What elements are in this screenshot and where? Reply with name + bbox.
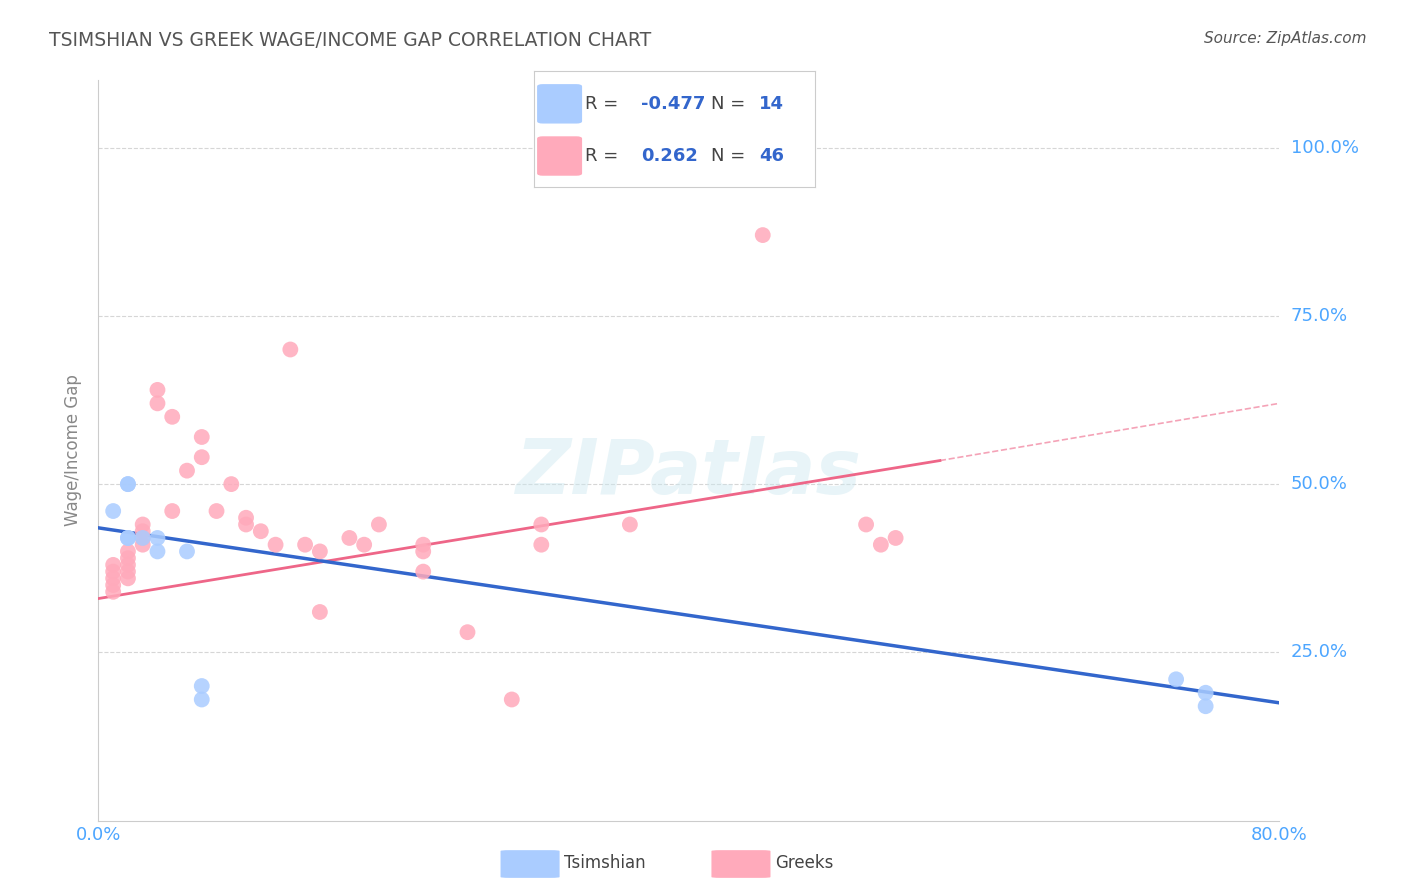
Point bbox=[103, 578, 125, 592]
Point bbox=[191, 450, 214, 465]
Point bbox=[264, 538, 287, 552]
Point bbox=[191, 430, 214, 444]
Text: R =: R = bbox=[585, 95, 624, 112]
Point bbox=[103, 504, 125, 518]
Text: N =: N = bbox=[711, 95, 751, 112]
Point bbox=[146, 544, 169, 558]
Point bbox=[501, 692, 523, 706]
Point bbox=[132, 524, 155, 539]
Point bbox=[1195, 699, 1218, 714]
Point bbox=[162, 409, 183, 424]
Point bbox=[103, 584, 125, 599]
Text: TSIMSHIAN VS GREEK WAGE/INCOME GAP CORRELATION CHART: TSIMSHIAN VS GREEK WAGE/INCOME GAP CORRE… bbox=[49, 31, 651, 50]
Point bbox=[176, 544, 198, 558]
Point bbox=[117, 531, 139, 545]
Point bbox=[530, 538, 553, 552]
Point bbox=[870, 538, 893, 552]
Point bbox=[855, 517, 877, 532]
Point bbox=[280, 343, 302, 357]
FancyBboxPatch shape bbox=[501, 850, 560, 878]
Point bbox=[132, 531, 155, 545]
Point bbox=[412, 565, 434, 579]
Point bbox=[339, 531, 361, 545]
Point bbox=[117, 477, 139, 491]
Text: Source: ZipAtlas.com: Source: ZipAtlas.com bbox=[1204, 31, 1367, 46]
Text: 14: 14 bbox=[759, 95, 785, 112]
Point bbox=[117, 477, 139, 491]
Point bbox=[205, 504, 228, 518]
Y-axis label: Wage/Income Gap: Wage/Income Gap bbox=[65, 375, 83, 526]
Point bbox=[117, 531, 139, 545]
Point bbox=[368, 517, 391, 532]
Point bbox=[412, 544, 434, 558]
Point bbox=[1166, 673, 1188, 687]
Point bbox=[884, 531, 907, 545]
Point bbox=[221, 477, 243, 491]
Text: N =: N = bbox=[711, 147, 751, 165]
FancyBboxPatch shape bbox=[537, 136, 582, 176]
Text: 46: 46 bbox=[759, 147, 785, 165]
Point bbox=[132, 531, 155, 545]
Text: R =: R = bbox=[585, 147, 624, 165]
Point bbox=[1195, 686, 1218, 700]
Point bbox=[353, 538, 375, 552]
Point bbox=[117, 544, 139, 558]
Point bbox=[309, 605, 332, 619]
Text: Greeks: Greeks bbox=[775, 854, 834, 872]
Point bbox=[412, 538, 434, 552]
Point bbox=[146, 531, 169, 545]
Point bbox=[146, 396, 169, 410]
Point bbox=[146, 383, 169, 397]
Point bbox=[132, 538, 155, 552]
Text: 100.0%: 100.0% bbox=[1291, 138, 1358, 157]
Point bbox=[117, 551, 139, 566]
Point bbox=[103, 558, 125, 572]
Point bbox=[309, 544, 332, 558]
Point bbox=[752, 228, 775, 243]
Point bbox=[176, 464, 198, 478]
Point bbox=[250, 524, 273, 539]
Point bbox=[294, 538, 316, 552]
Text: -0.477: -0.477 bbox=[641, 95, 706, 112]
Text: 0.262: 0.262 bbox=[641, 147, 697, 165]
Point bbox=[191, 679, 214, 693]
Point bbox=[162, 504, 183, 518]
Point bbox=[117, 565, 139, 579]
Point bbox=[103, 565, 125, 579]
Text: 75.0%: 75.0% bbox=[1291, 307, 1348, 325]
Point bbox=[103, 571, 125, 585]
Point bbox=[619, 517, 641, 532]
Point bbox=[191, 692, 214, 706]
Point bbox=[235, 510, 257, 524]
Text: 50.0%: 50.0% bbox=[1291, 475, 1347, 493]
Point bbox=[117, 571, 139, 585]
Point bbox=[457, 625, 479, 640]
FancyBboxPatch shape bbox=[537, 84, 582, 124]
Point bbox=[117, 558, 139, 572]
Point bbox=[530, 517, 553, 532]
FancyBboxPatch shape bbox=[711, 850, 770, 878]
Text: ZIPatlas: ZIPatlas bbox=[516, 435, 862, 509]
Text: 25.0%: 25.0% bbox=[1291, 643, 1348, 661]
Text: Tsimshian: Tsimshian bbox=[564, 854, 645, 872]
Point bbox=[235, 517, 257, 532]
Point bbox=[132, 517, 155, 532]
